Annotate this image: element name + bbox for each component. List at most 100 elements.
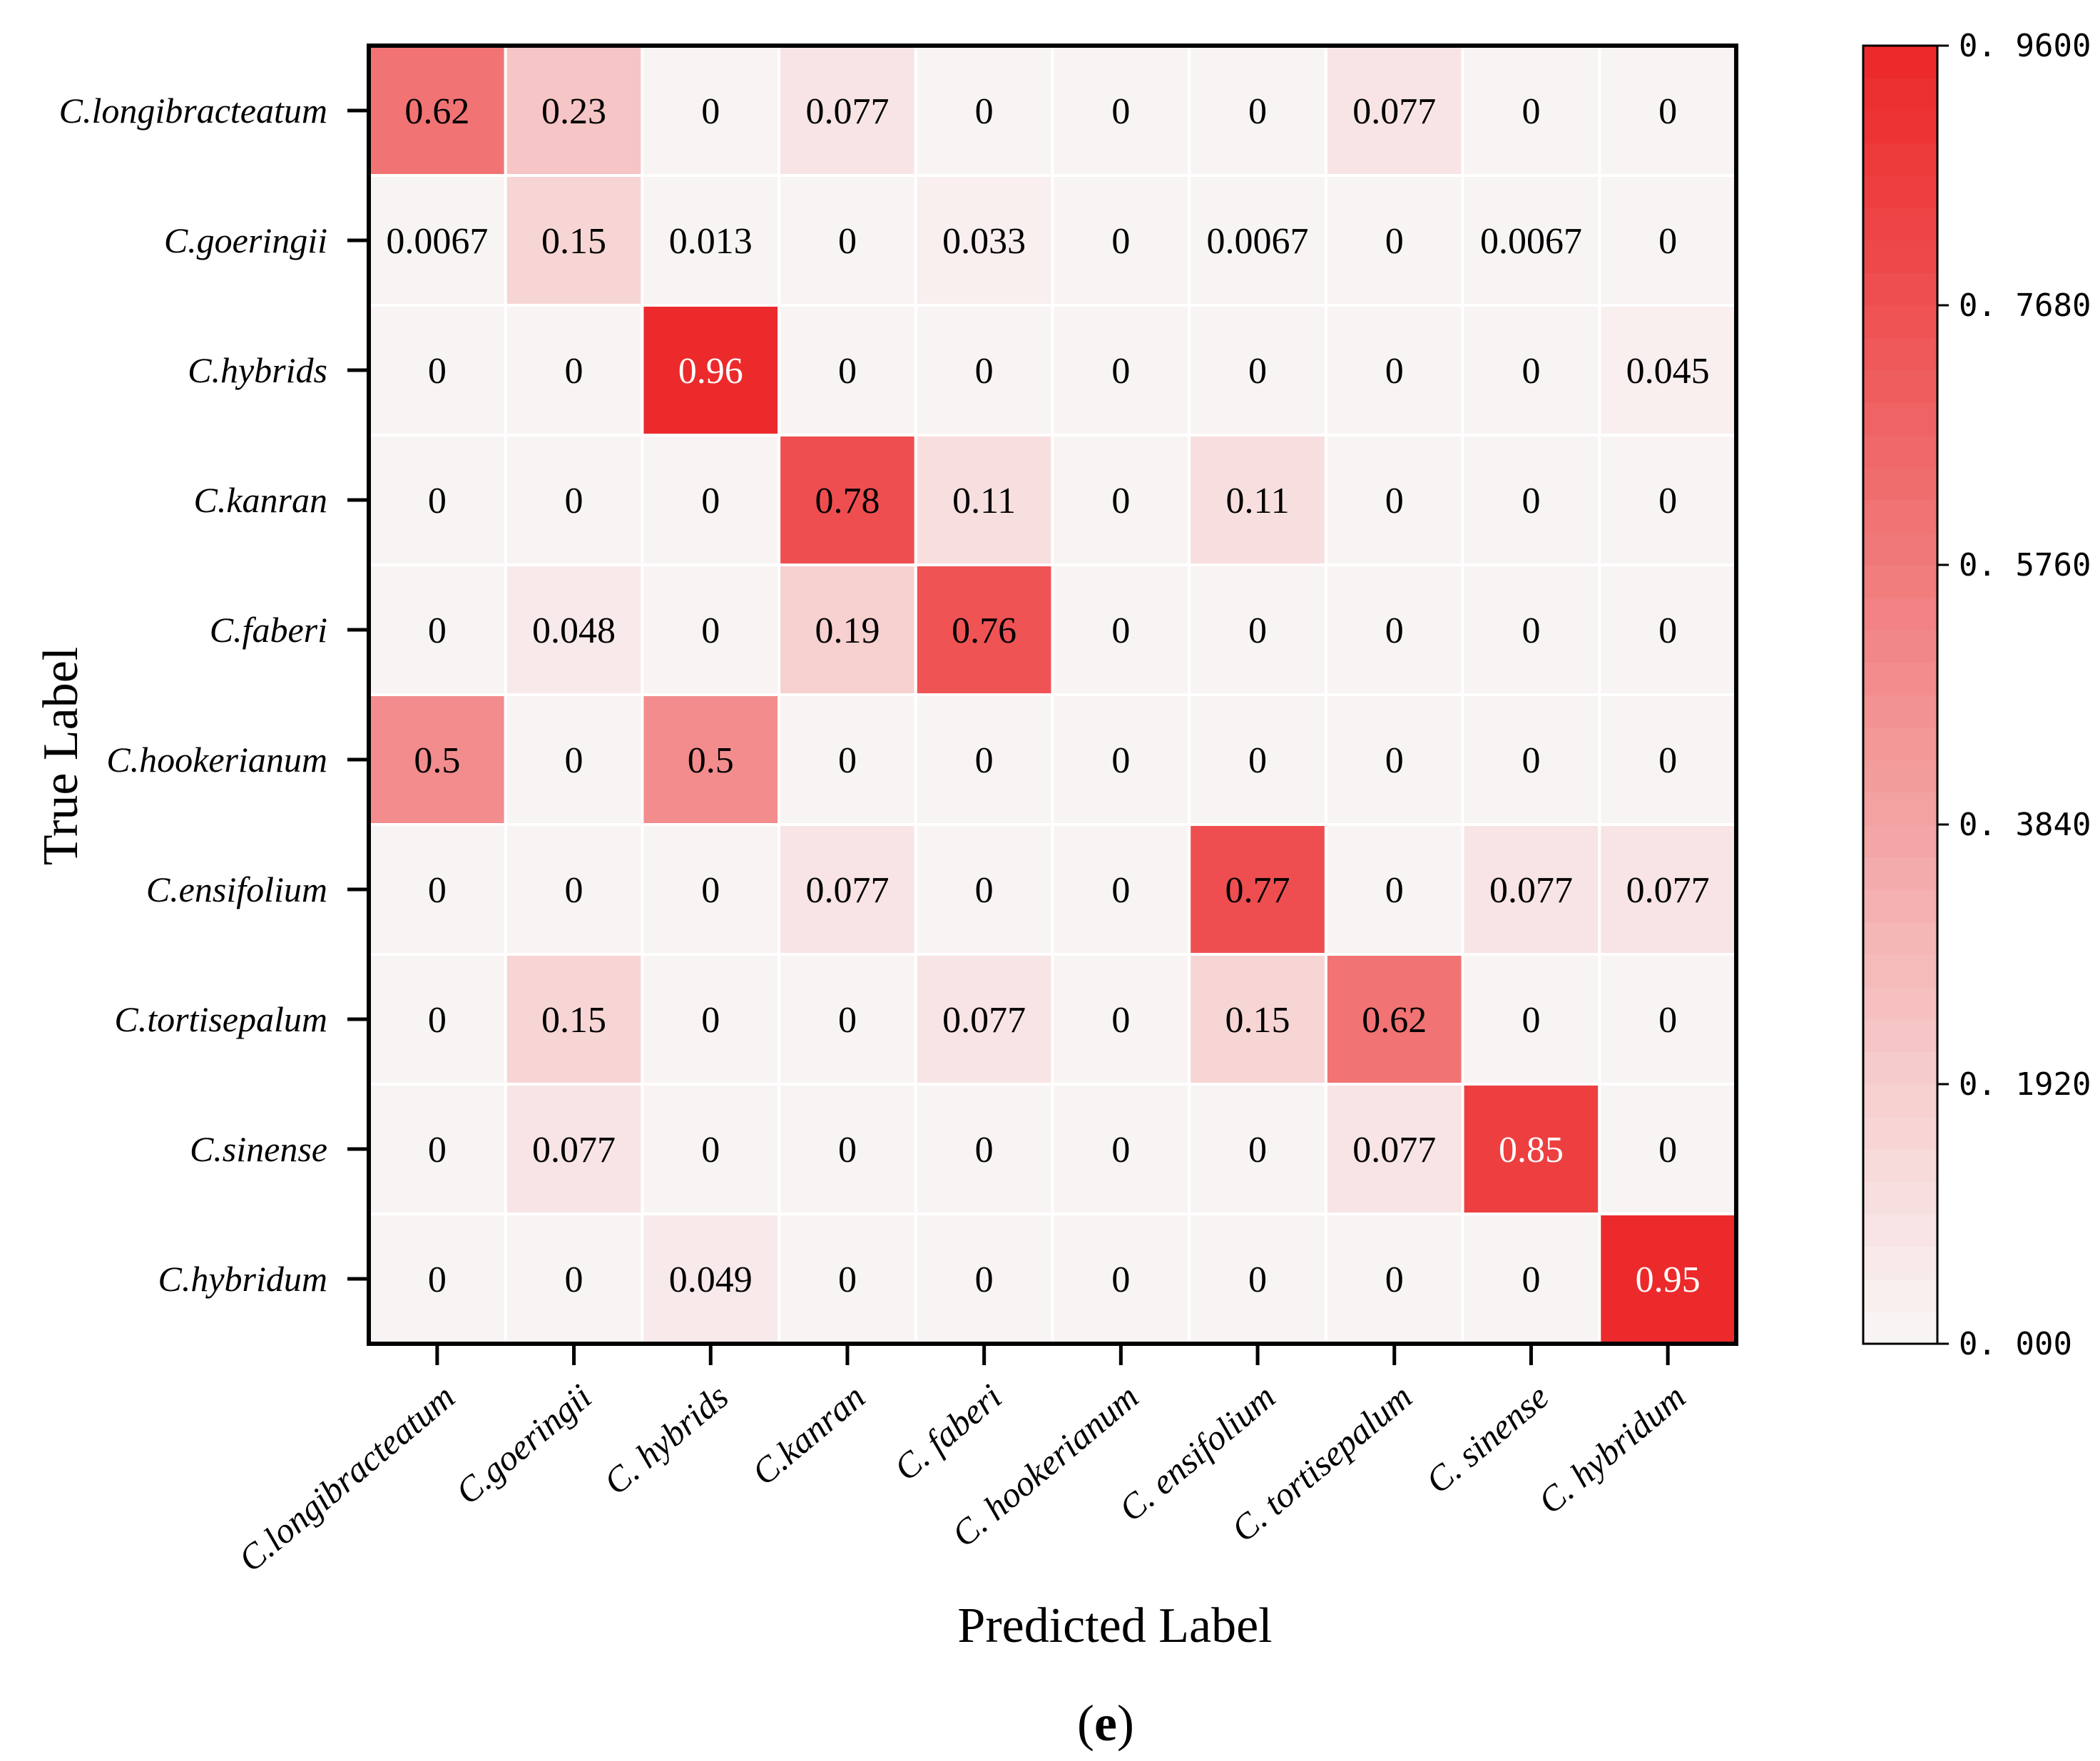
colorbar-tick-label: 0. 1920 — [1959, 1066, 2091, 1103]
heatmap-cell — [1188, 1083, 1327, 1215]
heatmap-cell-value: 0.5 — [414, 740, 460, 781]
colorbar-level — [1863, 78, 1937, 111]
colorbar-ticks: 0. 000 0. 1920 0. 3840 0. 5760 0. 7680 0. 960… — [1937, 28, 2091, 1362]
colorbar-level — [1863, 1051, 1937, 1085]
heatmap-cell-value: 0 — [1248, 1260, 1267, 1300]
heatmap-cell-value: 0 — [838, 1130, 857, 1170]
heatmap-cell-value: 0 — [975, 870, 994, 911]
heatmap-cell — [1324, 1083, 1464, 1215]
heatmap-cell-value: 0 — [1658, 91, 1677, 132]
y-tick-label: C.goeringii — [164, 220, 327, 260]
heatmap-cell-value: 0.76 — [952, 611, 1016, 651]
heatmap-cell-value: 0 — [428, 1130, 447, 1170]
colorbar-level — [1863, 1084, 1937, 1118]
heatmap-cell-value: 0 — [1385, 1260, 1404, 1300]
heatmap-cell-value: 0 — [1385, 870, 1404, 911]
heatmap-cell — [1461, 823, 1601, 956]
heatmap-cell-value: 0.23 — [541, 91, 606, 132]
heatmap-cells — [367, 44, 1738, 1345]
heatmap-cell-value: 0.78 — [815, 481, 880, 521]
heatmap-cell — [1324, 304, 1464, 437]
heatmap-cell-value: 0.96 — [678, 351, 743, 392]
x-tick-label: C. hybrids — [596, 1377, 736, 1503]
heatmap-cell-value: 0 — [975, 1260, 994, 1300]
heatmap-cell — [1598, 434, 1738, 566]
heatmap-cell — [1598, 44, 1738, 177]
heatmap-cell — [778, 693, 917, 826]
panel-label: (e) — [1077, 1695, 1134, 1752]
heatmap-cell — [367, 693, 507, 826]
heatmap-cell — [914, 693, 1054, 826]
heatmap-cell — [1324, 44, 1464, 177]
heatmap-cell-value: 0.077 — [1626, 870, 1710, 911]
x-tick-label: C.goeringii — [448, 1377, 599, 1512]
heatmap-cell-value: 0.077 — [1489, 870, 1573, 911]
heatmap-cell-value: 0 — [1111, 91, 1130, 132]
y-tick-label: C.hybridum — [158, 1259, 328, 1299]
heatmap-cell — [1461, 1213, 1601, 1345]
heatmap-frame — [367, 44, 1738, 1346]
heatmap-cell — [778, 174, 917, 307]
heatmap-cell — [1461, 693, 1601, 826]
heatmap-cell-value: 0.045 — [1626, 351, 1710, 392]
heatmap-cell — [367, 1213, 507, 1345]
heatmap-cell-value: 0 — [1111, 1000, 1130, 1041]
heatmap-cell-value: 0 — [1111, 221, 1130, 262]
heatmap-cell-value: 0 — [1658, 740, 1677, 781]
heatmap-cell-value: 0 — [1522, 740, 1540, 781]
heatmap-cell — [641, 563, 781, 696]
x-tick-label: C. hybridum — [1531, 1377, 1693, 1522]
heatmap-cell-value: 0 — [1385, 740, 1404, 781]
heatmap-cell — [1188, 174, 1327, 307]
colorbar-level — [1863, 630, 1937, 663]
heatmap-cell-value: 0 — [1248, 611, 1267, 651]
heatmap-cell-value: 0.033 — [942, 221, 1026, 262]
heatmap-cell-value: 0 — [1248, 91, 1267, 132]
heatmap-cell-value: 0.95 — [1636, 1260, 1701, 1300]
colorbar-level — [1863, 1019, 1937, 1053]
y-tick-label: C.tortisepalum — [114, 999, 327, 1039]
heatmap-cell — [367, 44, 507, 177]
heatmap-cell-value: 0 — [565, 351, 583, 392]
heatmap-cell — [1188, 823, 1327, 956]
heatmap-cell-value: 0 — [1248, 1130, 1267, 1170]
colorbar-level — [1863, 111, 1937, 144]
heatmap-cell-value: 0 — [1522, 1000, 1540, 1041]
y-axis-title: True Label — [34, 647, 88, 866]
colorbar-level — [1863, 695, 1937, 728]
x-axis-title: Predicted Label — [957, 1598, 1272, 1653]
colorbar-level — [1863, 370, 1937, 404]
heatmap-cell-value: 0 — [1658, 611, 1677, 651]
heatmap-cell-value: 0 — [701, 870, 720, 911]
heatmap-cell-value: 0.62 — [1362, 1000, 1427, 1041]
heatmap-cell-value: 0 — [1658, 1130, 1677, 1170]
heatmap-cell — [1188, 434, 1327, 566]
x-tick-label: C. sinense — [1418, 1377, 1556, 1501]
heatmap-cell-value: 0 — [1111, 1260, 1130, 1300]
heatmap-cell — [641, 693, 781, 826]
heatmap-cell — [778, 953, 917, 1086]
colorbar-frame — [1862, 44, 1939, 1345]
colorbar-level — [1863, 922, 1937, 955]
x-tick-label: C.kanran — [744, 1377, 872, 1493]
heatmap-cell-value: 0 — [701, 91, 720, 132]
heatmap-cell-value: 0 — [428, 351, 447, 392]
heatmap-cell — [1324, 1213, 1464, 1345]
heatmap-cell-value: 0 — [565, 1260, 583, 1300]
heatmap-cell-value: 0.0067 — [386, 221, 488, 262]
colorbar-level — [1863, 1149, 1937, 1183]
heatmap-cell-value: 0 — [1658, 481, 1677, 521]
heatmap-cell-value: 0 — [1658, 1000, 1677, 1041]
heatmap-cell-value: 0 — [1111, 1130, 1130, 1170]
heatmap-cell-value: 0 — [838, 351, 857, 392]
heatmap-cell — [1598, 174, 1738, 307]
heatmap-cell-value: 0 — [701, 611, 720, 651]
colorbar-level — [1863, 532, 1937, 566]
colorbar-tick-label: 0. 9600 — [1959, 28, 2091, 64]
heatmap-cell — [914, 1213, 1054, 1345]
y-tick-label: C.kanran — [194, 480, 328, 520]
heatmap-cell-value: 0.077 — [532, 1130, 616, 1170]
heatmap-cell — [641, 953, 781, 1086]
y-tick-label: C.longibracteatum — [59, 91, 327, 131]
